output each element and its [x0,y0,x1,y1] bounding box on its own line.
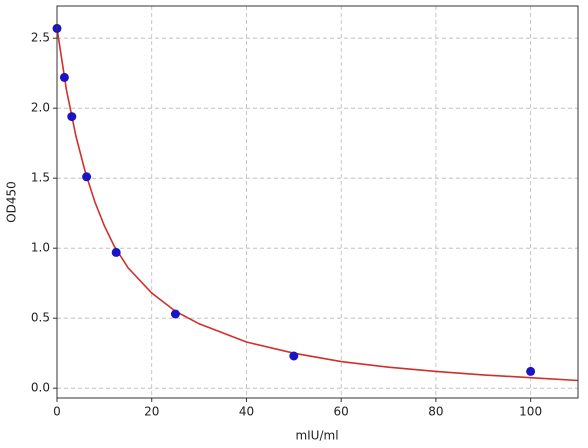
y-tick-label: 1.0 [31,241,50,255]
x-tick-label: 80 [428,405,443,419]
x-tick-label: 40 [239,405,254,419]
x-axis-label: mIU/ml [295,429,338,443]
x-tick-label: 20 [144,405,159,419]
y-tick-label: 1.5 [31,171,50,185]
x-tick-label: 100 [519,405,542,419]
data-point [59,72,69,82]
y-tick-label: 0.0 [31,381,50,395]
x-tick-label: 0 [53,405,61,419]
data-point [82,172,92,182]
y-tick-label: 0.5 [31,311,50,325]
y-tick-label: 2.5 [31,31,50,45]
data-point [289,351,299,361]
x-tick-label: 60 [334,405,349,419]
data-point [111,247,121,257]
data-point [170,309,180,319]
y-tick-label: 2.0 [31,101,50,115]
plot-frame [56,5,579,399]
data-point [526,366,536,376]
data-point [67,112,77,122]
y-axis-label: OD450 [5,181,19,223]
fit-curve [56,28,579,382]
